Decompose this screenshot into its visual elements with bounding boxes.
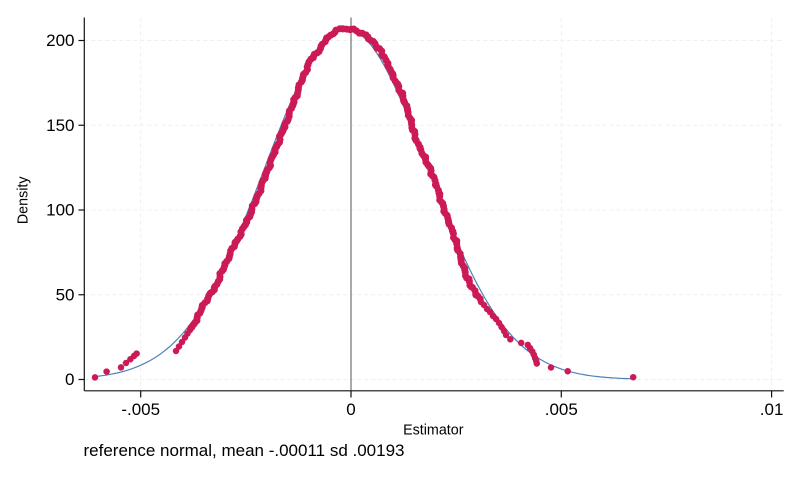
svg-text:Density: Density [16,176,32,225]
svg-text:50: 50 [56,285,75,304]
svg-text:100: 100 [46,201,74,220]
svg-text:200: 200 [46,31,74,50]
svg-text:0: 0 [65,370,74,389]
svg-text:.005: .005 [545,400,578,419]
svg-text:0: 0 [346,400,355,419]
svg-text:Estimator: Estimator [403,423,464,439]
svg-text:-.005: -.005 [121,400,160,419]
svg-text:reference normal, mean -.00011: reference normal, mean -.00011 sd .00193 [84,441,405,460]
svg-text:150: 150 [46,116,74,135]
svg-text:.01: .01 [760,400,784,419]
